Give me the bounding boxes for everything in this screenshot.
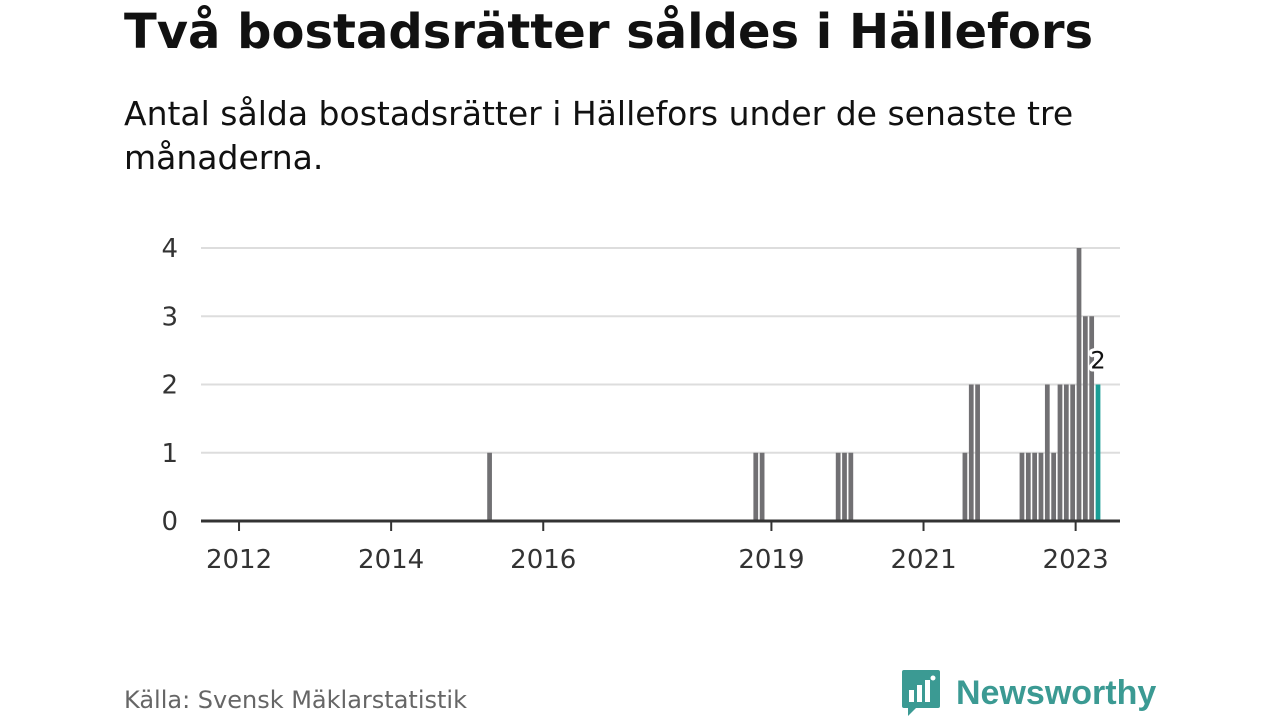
bar — [1025, 452, 1031, 521]
newsworthy-logo-icon — [902, 670, 940, 716]
y-tick-label: 0 — [161, 507, 178, 537]
x-tick-label: 2019 — [738, 545, 804, 575]
bar — [848, 452, 854, 521]
bar — [1082, 316, 1088, 521]
data-labels: 2 — [1087, 344, 1108, 378]
bar — [487, 452, 492, 521]
x-tick-label: 2012 — [206, 545, 272, 575]
bar — [1051, 452, 1057, 521]
bar — [1089, 316, 1095, 521]
gridlines — [201, 247, 1120, 454]
bar — [1070, 384, 1076, 521]
source-note: Källa: Svensk Mäklarstatistik — [124, 686, 467, 714]
bar — [1019, 452, 1025, 521]
bar — [962, 452, 968, 521]
bar — [842, 452, 847, 521]
brand-logo: Newsworthy — [900, 668, 1156, 718]
bar — [753, 452, 759, 521]
bar — [1032, 452, 1038, 521]
chart-subtitle: Antal sålda bostadsrätter i Hällefors un… — [124, 94, 1074, 177]
y-tick-label: 4 — [161, 234, 178, 264]
y-tick-label: 3 — [161, 302, 178, 332]
bar — [1063, 384, 1069, 521]
x-tick-label: 2016 — [510, 545, 576, 575]
bar — [1044, 384, 1050, 521]
data-label: 2 — [1090, 347, 1105, 375]
chart-title: Två bostadsrätter såldes i Hällefors — [124, 4, 1094, 60]
y-tick-label: 2 — [161, 371, 178, 401]
y-axis-ticks: 0 1 2 3 4 — [161, 234, 178, 537]
bar — [1057, 384, 1063, 521]
bar — [1038, 452, 1044, 521]
bar — [835, 452, 841, 521]
x-tick-label: 2023 — [1043, 545, 1109, 575]
y-tick-label: 1 — [161, 439, 178, 469]
x-axis-ticks: 2012 2014 2016 2019 2021 2023 — [206, 521, 1109, 575]
bars — [487, 248, 1101, 521]
brand-name: Newsworthy — [956, 673, 1157, 712]
x-tick-label: 2014 — [358, 545, 424, 575]
x-tick-label: 2021 — [890, 545, 956, 575]
bar — [975, 384, 980, 521]
highlighted-bar — [1095, 384, 1101, 521]
bar — [968, 384, 974, 521]
bar-chart: 0 1 2 3 4 2012 2014 2016 2019 2021 2023 2 — [161, 234, 1120, 575]
bar — [1076, 248, 1082, 521]
bar — [759, 452, 765, 521]
